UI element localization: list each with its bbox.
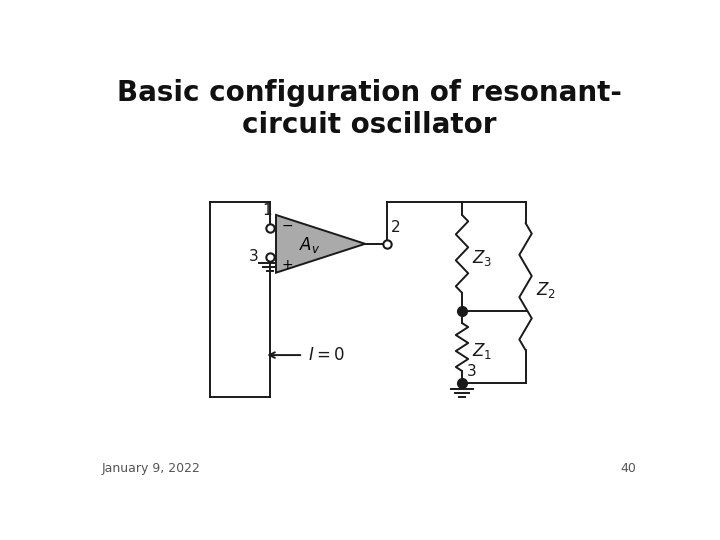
Text: +: + (282, 258, 293, 272)
Text: 1: 1 (263, 202, 272, 218)
Text: $Z_3$: $Z_3$ (472, 248, 492, 268)
Text: 3: 3 (467, 364, 477, 379)
Text: Basic configuration of resonant-: Basic configuration of resonant- (117, 79, 621, 107)
Text: January 9, 2022: January 9, 2022 (102, 462, 200, 475)
Text: $I = 0$: $I = 0$ (307, 346, 345, 364)
Text: $Z_1$: $Z_1$ (472, 341, 492, 361)
Polygon shape (276, 215, 365, 273)
Text: −: − (282, 219, 293, 233)
Text: $A_v$: $A_v$ (300, 235, 320, 255)
Text: $Z_2$: $Z_2$ (536, 280, 556, 300)
Text: 3: 3 (248, 249, 258, 264)
Text: circuit oscillator: circuit oscillator (242, 111, 496, 139)
Text: 40: 40 (621, 462, 636, 475)
Text: 2: 2 (391, 220, 400, 234)
